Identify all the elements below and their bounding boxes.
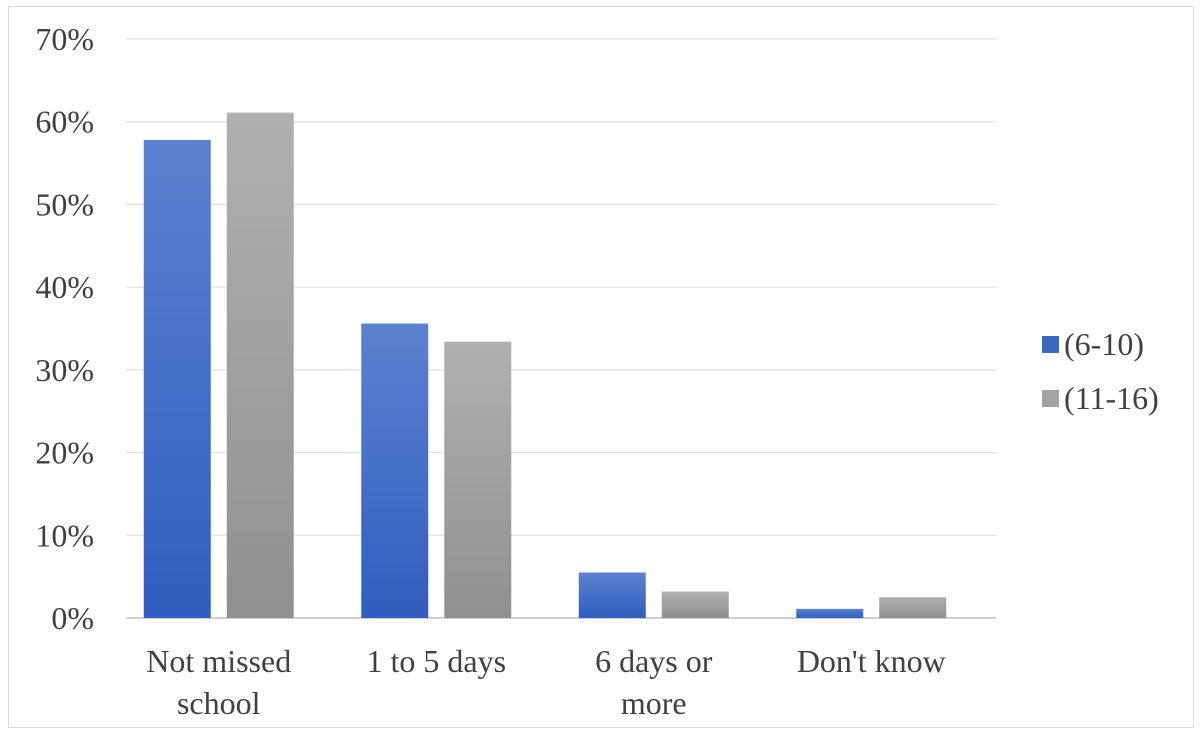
bar-series-1 bbox=[361, 323, 429, 618]
bar-series-2 bbox=[879, 597, 947, 618]
x-category-label: 1 to 5 days bbox=[366, 643, 506, 679]
y-axis-ticks: 0% 10% 20% 30% 40% 50% 60% 70% bbox=[35, 21, 94, 636]
legend-swatch bbox=[1042, 336, 1059, 353]
y-tick-label: 10% bbox=[35, 517, 94, 553]
bar-series-2 bbox=[444, 341, 512, 618]
bar-series-1 bbox=[578, 572, 646, 618]
bar-series-1 bbox=[143, 139, 211, 618]
y-tick-label: 0% bbox=[51, 600, 94, 636]
x-category-label: 6 days or bbox=[595, 643, 713, 679]
bar-series-1 bbox=[796, 608, 864, 618]
y-tick-label: 30% bbox=[35, 352, 94, 388]
y-tick-label: 60% bbox=[35, 104, 94, 140]
y-tick-label: 20% bbox=[35, 435, 94, 471]
legend-label: (6-10) bbox=[1064, 326, 1144, 362]
x-category-label: Not missed bbox=[146, 643, 291, 679]
legend: (6-10) (11-16) bbox=[1042, 326, 1159, 416]
bar-series-2 bbox=[661, 591, 729, 618]
y-tick-label: 50% bbox=[35, 186, 94, 222]
x-category-label: Don't know bbox=[797, 643, 946, 679]
bars bbox=[143, 112, 947, 618]
x-axis-categories: Not missed school 1 to 5 days 6 days or more… bbox=[146, 643, 945, 721]
legend-swatch bbox=[1042, 390, 1059, 407]
x-category-label: school bbox=[177, 685, 261, 721]
y-tick-label: 40% bbox=[35, 269, 94, 305]
x-category-label: more bbox=[621, 685, 687, 721]
legend-label: (11-16) bbox=[1064, 380, 1159, 416]
y-tick-label: 70% bbox=[35, 21, 94, 57]
bar-series-2 bbox=[226, 112, 294, 618]
